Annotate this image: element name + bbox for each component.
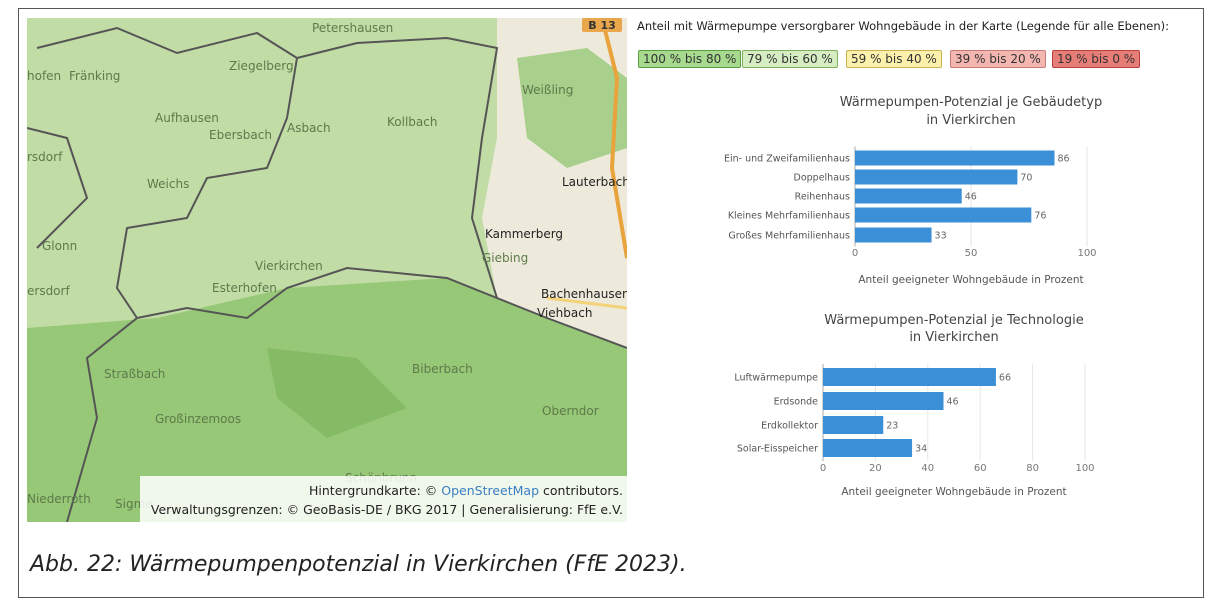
- place-label: rsdorf: [27, 150, 63, 164]
- chart-title: Wärmepumpen-Potenzial je Gebäudetyp: [840, 95, 1102, 110]
- chart-title: in Vierkirchen: [926, 113, 1015, 128]
- x-axis-label: Anteil geeigneter Wohngebäude in Prozent: [841, 486, 1066, 498]
- place-label: Lauterbach: [562, 175, 627, 189]
- x-tick-label: 0: [852, 248, 858, 259]
- bar: [823, 416, 884, 434]
- place-label: Bachenhausen: [541, 287, 627, 301]
- legend-item[interactable]: 100 % bis 80 %: [638, 50, 742, 68]
- value-label: 23: [886, 421, 898, 432]
- value-label: 76: [1034, 211, 1046, 222]
- map-canvas: B 13 Petershausen hofen Fränking Ziegelberg…: [27, 18, 627, 522]
- x-tick-label: 100: [1077, 248, 1096, 259]
- x-tick-label: 20: [869, 463, 882, 474]
- place-label: Fränking: [69, 69, 120, 83]
- place-label: Kammerberg: [485, 227, 563, 241]
- osm-link[interactable]: OpenStreetMap: [441, 483, 540, 498]
- attribution-text: Verwaltungsgrenzen: © GeoBasis-DE / BKG …: [150, 502, 623, 517]
- place-label: Großinzemoos: [155, 412, 241, 426]
- legend-heading: Anteil mit Wärmepumpe versorgbarer Wohng…: [637, 19, 1170, 33]
- attribution: Hintergrundkarte: © OpenStreetMap contri…: [140, 476, 627, 522]
- y-tick-label: Großes Mehrfamilienhaus: [728, 231, 850, 242]
- x-tick-label: 0: [820, 463, 826, 474]
- place-label: Viehbach: [537, 306, 592, 320]
- legend-item[interactable]: 39 % bis 20 %: [950, 50, 1046, 68]
- x-tick-label: 50: [965, 248, 978, 259]
- map[interactable]: B 13 Petershausen hofen Fränking Ziegelberg…: [27, 18, 627, 522]
- x-tick-label: 100: [1075, 463, 1094, 474]
- bar: [855, 227, 932, 243]
- bar: [823, 392, 944, 410]
- place-label: Straßbach: [104, 367, 165, 381]
- place-label: Ziegelberg: [229, 59, 294, 73]
- bar: [855, 150, 1055, 166]
- legend-item[interactable]: 79 % bis 60 %: [742, 50, 838, 68]
- y-tick-label: Kleines Mehrfamilienhaus: [728, 211, 850, 222]
- value-label: 33: [935, 231, 947, 242]
- y-tick-label: Ein- und Zweifamilienhaus: [724, 154, 850, 165]
- chart-title: Wärmepumpen-Potenzial je Technologie: [824, 313, 1083, 328]
- value-label: 66: [999, 373, 1011, 384]
- place-label: Weißling: [522, 83, 573, 97]
- y-tick-label: Doppelhaus: [794, 173, 851, 184]
- place-label: Petershausen: [312, 21, 393, 35]
- place-label: Weichs: [147, 177, 189, 191]
- x-axis-label: Anteil geeigneter Wohngebäude in Prozent: [858, 274, 1083, 286]
- x-tick-label: 60: [974, 463, 987, 474]
- attribution-text: contributors.: [543, 483, 623, 498]
- value-label: 86: [1058, 154, 1070, 165]
- place-label: Kollbach: [387, 115, 437, 129]
- attribution-text: Hintergrundkarte: ©: [309, 483, 438, 498]
- y-tick-label: Erdsonde: [774, 397, 819, 408]
- bar: [823, 439, 913, 457]
- y-tick-label: Reihenhaus: [795, 192, 850, 203]
- value-label: 34: [915, 444, 927, 455]
- place-label: Esterhofen: [212, 281, 277, 295]
- legend-item[interactable]: 19 % bis 0 %: [1052, 50, 1141, 68]
- charts: Wärmepumpen-Potenzial je Gebäudetyp in Vi…: [724, 95, 1102, 498]
- place-label: Biberbach: [412, 362, 473, 376]
- bar: [823, 368, 996, 386]
- road-label: B 13: [588, 19, 616, 32]
- y-tick-label: Solar-Eisspeicher: [737, 444, 818, 455]
- caption: Abb. 22: Wärmepumpenpotenzial in Vierkir…: [30, 552, 687, 577]
- value-label: 46: [965, 192, 977, 203]
- y-tick-label: Luftwärmepumpe: [734, 373, 818, 384]
- value-label: 70: [1020, 173, 1032, 184]
- x-tick-label: 40: [921, 463, 934, 474]
- place-label: Niederroth: [27, 492, 91, 506]
- place-label: Ebersbach: [209, 128, 272, 142]
- chart-title: in Vierkirchen: [909, 330, 998, 345]
- place-label: Glonn: [42, 239, 77, 253]
- y-tick-label: Erdkollektor: [761, 421, 818, 432]
- value-label: 46: [947, 397, 959, 408]
- place-label: Vierkirchen: [255, 259, 323, 273]
- bar: [855, 207, 1032, 223]
- place-label: Oberndor: [542, 404, 599, 418]
- place-label: Giebing: [482, 251, 528, 265]
- x-tick-label: 80: [1026, 463, 1039, 474]
- bar: [855, 188, 962, 204]
- place-label: ersdorf: [27, 284, 70, 298]
- place-label: Asbach: [287, 121, 331, 135]
- bar: [855, 169, 1018, 185]
- place-label: hofen: [27, 69, 61, 83]
- frame: [18, 8, 1204, 598]
- legend-item[interactable]: 59 % bis 40 %: [846, 50, 942, 68]
- place-label: Aufhausen: [155, 111, 219, 125]
